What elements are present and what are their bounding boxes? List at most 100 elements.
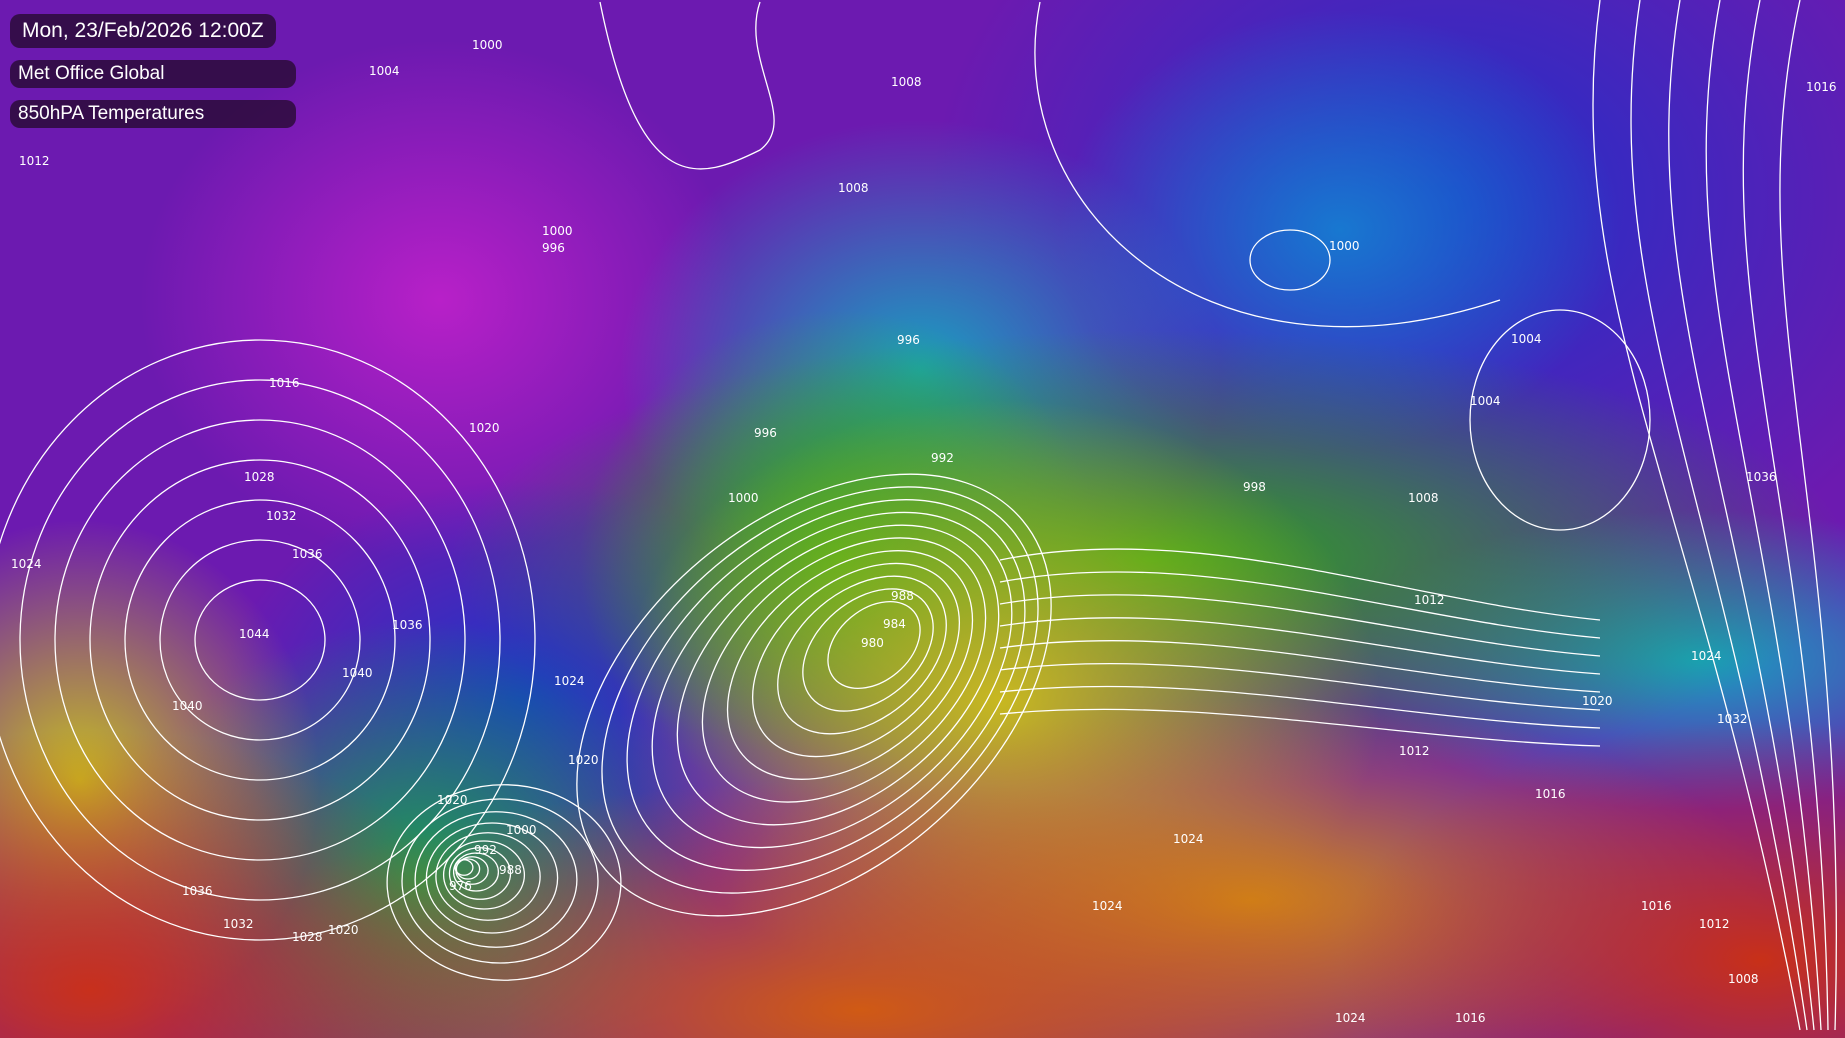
parameter-name: 850hPA Temperatures (10, 100, 296, 128)
isobar-label: 1020 (469, 421, 500, 435)
isobar-line (599, 1, 775, 170)
isobar-line (442, 840, 526, 910)
isobar-line (401, 798, 599, 964)
isobar-line (999, 640, 1601, 693)
isobar-line (999, 548, 1601, 621)
isobar-line (601, 486, 1039, 894)
isobar-label: 996 (754, 426, 777, 440)
isobar-line (435, 832, 541, 921)
isobar-line (448, 847, 512, 900)
isobar-label: 988 (891, 589, 914, 603)
isobar-label: 1032 (1717, 712, 1748, 726)
isobar-line (1742, 0, 1829, 1031)
isobar-label: 1044 (239, 627, 270, 641)
isobar-line (999, 617, 1601, 675)
isobar-label: 1024 (11, 557, 42, 571)
isobar-label: 1036 (292, 547, 323, 561)
isobar-label: 1028 (292, 930, 323, 944)
isobar-label: 996 (542, 241, 565, 255)
forecast-datetime: Mon, 23/Feb/2026 12:00Z (10, 14, 276, 48)
isobar-label: 1040 (342, 666, 373, 680)
isobar-label: 1028 (244, 470, 275, 484)
isobar-line (999, 662, 1601, 711)
isobar-line (1249, 229, 1331, 291)
isobar-label: 1008 (1408, 491, 1439, 505)
isobar-label: 1020 (1582, 694, 1613, 708)
isobar-label: 1016 (1455, 1011, 1486, 1025)
isobar-label: 1004 (1470, 394, 1501, 408)
isobar-line (1779, 0, 1838, 1031)
isobar-line (455, 856, 489, 885)
isobar-label: 1040 (172, 699, 203, 713)
isobar-line (827, 601, 921, 689)
isobar-line (0, 339, 536, 941)
isobar-line (1469, 309, 1651, 531)
isobar-line (194, 579, 326, 701)
isobar-line (1630, 0, 1808, 1031)
isobar-label: 1012 (1399, 744, 1430, 758)
isobar-line (802, 588, 934, 712)
isobar-label: 992 (931, 451, 954, 465)
isobar-label: 1036 (392, 618, 423, 632)
isobar-line (1705, 0, 1822, 1031)
isobar-line (651, 511, 1013, 849)
model-name: Met Office Global (10, 60, 296, 88)
isobar-label: 1024 (1173, 832, 1204, 846)
isobar-label: 984 (883, 617, 906, 631)
isobar-line (89, 459, 431, 821)
isobar-label: 1000 (542, 224, 573, 238)
isobar-line (999, 685, 1601, 729)
isobar-line (386, 784, 622, 981)
isobar-line (999, 594, 1601, 657)
isobar-label: 980 (861, 636, 884, 650)
isobar-label: 1036 (1746, 470, 1777, 484)
isobar-label: 1008 (1728, 972, 1759, 986)
isobar-line (414, 811, 578, 948)
isobar-line (452, 852, 500, 892)
isobar-line (576, 473, 1052, 917)
isobar-label: 1012 (1414, 593, 1445, 607)
isobar-line (54, 419, 466, 861)
isobar-label: 1016 (269, 376, 300, 390)
isobar-label: 1024 (1092, 899, 1123, 913)
isobar-line (1034, 1, 1501, 328)
isobar-line (777, 575, 947, 735)
isobar-label: 1036 (182, 884, 213, 898)
isobar-label: 992 (474, 843, 497, 857)
isobar-label: 1012 (19, 154, 50, 168)
isobar-line (751, 562, 961, 758)
isobar-line (124, 499, 396, 781)
isobar-line (701, 537, 987, 803)
isobar-label: 1004 (369, 64, 400, 78)
isobar-label: 1000 (506, 823, 537, 837)
isobar-label: 1000 (728, 491, 759, 505)
isobar-label: 1000 (472, 38, 503, 52)
isobar-label: 1032 (266, 509, 297, 523)
isobar-label: 996 (897, 333, 920, 347)
isobar-label: 1020 (568, 753, 599, 767)
isobar-label: 1008 (838, 181, 869, 195)
isobar-label: 1004 (1511, 332, 1542, 346)
isobar-label: 998 (1243, 480, 1266, 494)
isobar-line (159, 539, 361, 741)
isobar-line (19, 379, 501, 901)
isobar-label: 1016 (1641, 899, 1672, 913)
isobar-line (425, 822, 559, 934)
isobar-line (1668, 0, 1815, 1031)
isobar-label: 976 (449, 879, 472, 893)
isobar-label: 1024 (1335, 1011, 1366, 1025)
isobar-label: 1008 (891, 75, 922, 89)
isobar-line (999, 571, 1601, 639)
isobar-line (1592, 0, 1801, 1031)
isobar-label: 1020 (437, 793, 468, 807)
isobar-label: 1024 (1691, 649, 1722, 663)
isobar-label: 1024 (554, 674, 585, 688)
isobar-label: 1016 (1806, 80, 1837, 94)
isobar-label: 1032 (223, 917, 254, 931)
isobar-label: 1012 (1699, 917, 1730, 931)
isobar-line (676, 524, 1000, 826)
isobar-line (999, 708, 1601, 747)
isobar-label: 1020 (328, 923, 359, 937)
